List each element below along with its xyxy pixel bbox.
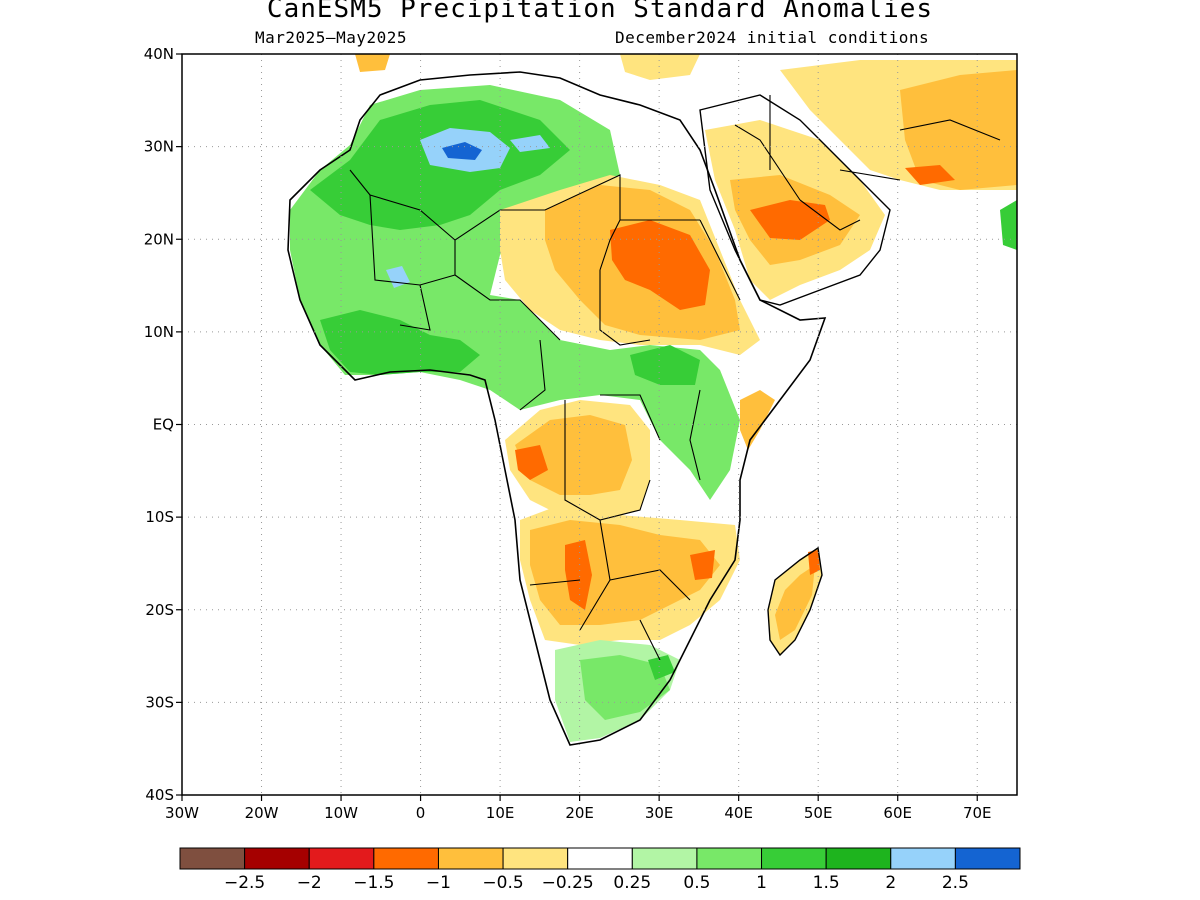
sahara-blue-2: [510, 135, 550, 152]
lon-label: 50E: [804, 804, 833, 822]
colorbar-swatch: [890, 847, 956, 870]
lat-label: 20S: [145, 601, 174, 619]
madagascar-orange: [775, 565, 815, 640]
east-darkgreen: [630, 345, 700, 385]
madagascar-coastline: [767, 546, 823, 657]
lat-label: 40N: [144, 45, 174, 63]
arabia-darkorange: [750, 200, 830, 240]
colorbar-swatch: [954, 847, 1021, 870]
lon-label: 10W: [324, 804, 358, 822]
colorbar-label: −1.5: [353, 873, 394, 893]
southern-green: [580, 655, 670, 720]
lon-label: 70E: [963, 804, 992, 822]
lat-label: EQ: [153, 416, 174, 434]
horn-orange: [740, 390, 775, 450]
colorbar-swatch: [631, 847, 698, 870]
country-borders: [349, 95, 1001, 661]
mali-blue: [386, 266, 410, 288]
colorbar-swatch: [308, 847, 375, 870]
colorbar-swatch: [761, 847, 827, 870]
colorbar-label: −2: [297, 873, 322, 893]
colorbar-label: −2.5: [224, 873, 265, 893]
colorbar-label: 0.25: [613, 873, 651, 893]
angola-darkorange: [515, 445, 548, 480]
lat-label: 30N: [144, 138, 174, 156]
asia-orange: [900, 70, 1017, 190]
map-title: CanESM5 Precipitation Standard Anomalies: [266, 0, 934, 24]
sudan-darkorange: [610, 220, 710, 310]
angola-south-darkorange: [565, 540, 592, 610]
india-green: [1000, 200, 1017, 250]
colorbar-swatch: [502, 847, 569, 870]
africa-coastline: [287, 71, 827, 746]
arabia-coastline: [699, 94, 891, 306]
colorbar-swatch: [696, 847, 763, 870]
lon-label: 30E: [645, 804, 674, 822]
period-label: Mar2025–May2025: [255, 28, 407, 47]
europe-dry: [355, 54, 390, 72]
lon-label: 60E: [883, 804, 912, 822]
lon-label: 0: [416, 804, 426, 822]
colorbar-label: −1: [426, 873, 451, 893]
colorbar-swatch: [244, 847, 310, 870]
lon-label: 20W: [245, 804, 279, 822]
guinea-darkgreen: [320, 310, 480, 375]
lon-label: 40E: [724, 804, 753, 822]
lon-label: 20E: [565, 804, 594, 822]
colorbar: [179, 847, 1021, 870]
axis-ticks: [176, 53, 978, 801]
lat-label: 20N: [144, 230, 174, 248]
colorbar-label: −0.5: [482, 873, 523, 893]
colorbar-label: −0.25: [542, 873, 594, 893]
colorbar-swatch: [373, 847, 439, 870]
congo-orange: [515, 415, 632, 495]
lat-label: 10N: [144, 323, 174, 341]
lat-label: 10S: [145, 508, 174, 526]
colorbar-label: 1.5: [813, 873, 840, 893]
colorbar-label: 2: [885, 873, 896, 893]
mozambique-darkorange: [690, 550, 715, 580]
lon-label: 30W: [165, 804, 199, 822]
asia-darkorange: [905, 165, 955, 185]
lat-label: 30S: [145, 693, 174, 711]
lat-label: 40S: [145, 786, 174, 804]
lon-label: 10E: [486, 804, 515, 822]
southern-darkgreen: [648, 655, 675, 680]
colorbar-labels: −2.5 −2 −1.5 −1 −0.5 −0.25 0.25 0.5 1 1.5 2 2.5: [224, 873, 969, 893]
longitude-labels: 30W 20W 10W 0 10E 20E 30E 40E 50E 60E 70E: [165, 804, 991, 822]
colorbar-swatch: [437, 847, 504, 870]
latitude-labels: 40N 30N 20N 10N EQ 10S 20S 30S 40S: [144, 45, 174, 804]
colorbar-label: 0.5: [683, 873, 710, 893]
turkey-yellow: [620, 54, 700, 80]
colorbar-label: 2.5: [942, 873, 969, 893]
colorbar-label: 1: [756, 873, 767, 893]
init-conditions-label: December2024 initial conditions: [615, 28, 930, 47]
madagascar-darkorange: [808, 550, 820, 575]
anomaly-fields: [287, 54, 1017, 746]
colorbar-swatch: [567, 847, 633, 870]
colorbar-swatch: [179, 847, 246, 870]
colorbar-swatch: [825, 847, 892, 870]
